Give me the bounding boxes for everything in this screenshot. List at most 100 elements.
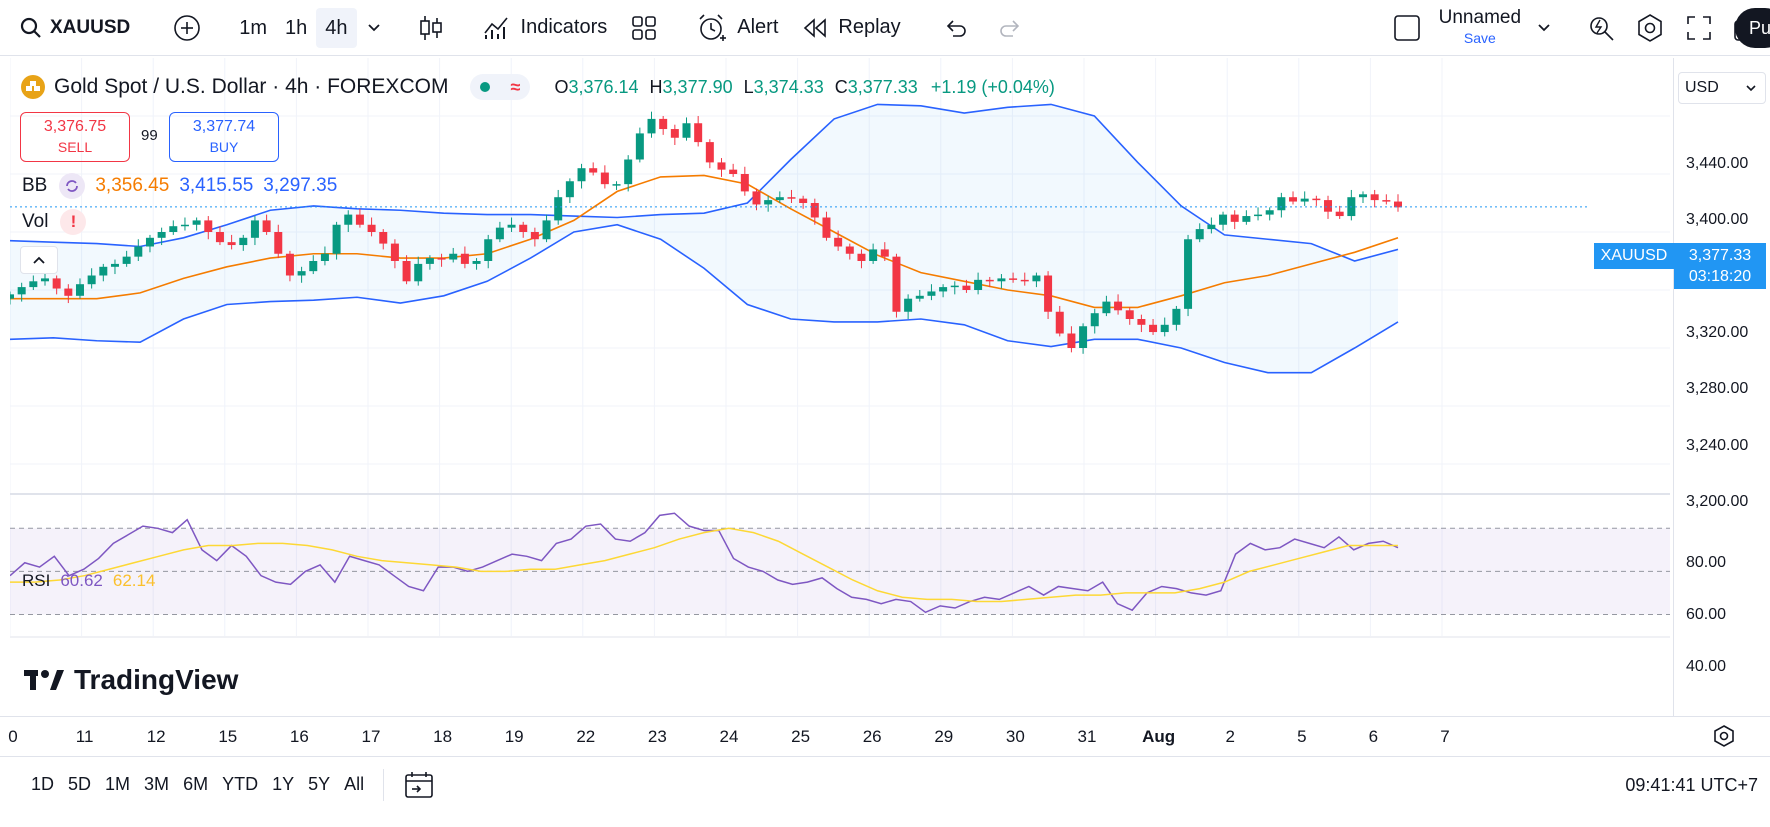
time-tick: 17 [361,727,381,746]
candle-body [1044,275,1053,312]
compare-add-icon[interactable] [172,8,202,48]
candle-body [682,123,691,138]
range-1m[interactable]: 1M [105,774,131,794]
currency-select[interactable]: USD [1678,72,1766,104]
time-tick: 18 [433,727,453,746]
time-tick: 31 [1077,727,1097,746]
candle-body [10,294,14,299]
chevron-down-icon[interactable] [367,8,381,48]
chevron-down-icon[interactable] [1537,23,1551,33]
publish-button[interactable]: Pu [1735,8,1770,48]
clock-timezone[interactable]: 09:41:41 UTC+7 [1625,775,1758,795]
buy-button[interactable]: 3,377.74 BUY [169,112,279,162]
main-chart[interactable] [10,58,1670,716]
candle-body [915,295,924,299]
price-axis[interactable] [1673,58,1770,716]
time-tick: 5 [1297,727,1307,746]
buy-price: 3,377.74 [192,118,256,135]
candle-body [1009,278,1018,280]
candle-body [694,123,703,143]
quick-search-icon[interactable] [1587,8,1615,48]
range-ytd[interactable]: YTD [222,774,259,794]
vol-legend[interactable]: Vol ! [22,209,87,235]
settings-icon[interactable] [1635,8,1665,48]
chart-legend: Gold Spot / U.S. Dollar · 4h · FOREXCOM … [20,72,1055,102]
divider [383,768,385,801]
buy-label: BUY [209,139,239,155]
layout-menu[interactable]: Unnamed Save [1393,7,1551,48]
last-price-symbol-label: XAUUSD [1594,243,1674,269]
candle-body [309,261,318,272]
symbol-title[interactable]: Gold Spot / U.S. Dollar · 4h · FOREXCOM [54,75,449,98]
symbol-search[interactable]: XAUUSD [20,8,130,48]
candle-body [717,162,726,170]
redo-icon[interactable] [997,8,1023,48]
candle-body [1020,279,1029,282]
range-6m[interactable]: 6M [183,774,209,794]
time-tick: 30 [1005,727,1025,746]
candle-body [834,237,843,247]
candle-body [204,220,213,232]
candle-body [320,253,329,261]
tradingview-logo[interactable]: TradingView [24,664,238,696]
warning-icon[interactable]: ! [60,209,87,235]
sell-price: 3,376.75 [43,118,107,135]
layouts-grid-icon[interactable] [631,8,657,48]
vol-label: Vol [22,211,49,232]
price-tick: 3,320.00 [1686,324,1749,341]
calendar-goto-icon[interactable] [404,771,434,799]
search-icon [20,17,42,39]
price-tick: 3,440.00 [1686,155,1749,172]
candle-body [554,197,563,221]
candle-body [880,249,889,257]
range-all[interactable]: All [344,774,365,794]
alarm-clock-icon [697,13,727,43]
fullscreen-icon[interactable] [1685,8,1713,48]
alert-button[interactable]: Alert [697,8,778,48]
candle-body [1394,201,1402,208]
rsi-line [10,512,1399,614]
range-1d[interactable]: 1D [31,774,55,794]
candle-body [1219,214,1228,225]
time-tick: 24 [719,727,739,746]
tradingview-logo-icon [24,668,68,692]
candle-body [110,263,119,267]
timeframe-1h[interactable]: 1h [285,16,308,39]
candles-icon[interactable] [419,8,443,48]
time-tick: 15 [218,727,238,746]
undo-icon[interactable] [943,8,969,48]
sell-label: SELL [57,139,93,155]
market-status-pill[interactable]: ≈ [470,74,531,100]
sell-button[interactable]: 3,376.75 SELL [20,112,130,162]
range-5y[interactable]: 5Y [308,774,331,794]
range-1y[interactable]: 1Y [272,774,295,794]
symbol-name: XAUUSD [50,16,131,38]
time-tick: 16 [289,727,309,746]
time-axis[interactable]: 0 11 12 15 16 17 18 19 22 23 24 25 26 29 30 31 Aug 2 5 6 7 [0,716,1770,756]
rsi-legend[interactable]: RSI 60.62 62.14 [22,571,155,591]
date-ranges: 1D 5D 1M 3M 6M YTD 1Y 5Y All [24,774,371,795]
bb-lower-value: 3,297.35 [263,175,338,196]
indicators-button[interactable]: Indicators [483,8,607,48]
price-tick: 3,400.00 [1686,211,1749,228]
save-label[interactable]: Save [1463,29,1496,46]
candle-body [857,253,866,261]
chart-settings-icon[interactable] [1712,724,1736,748]
bb-legend[interactable]: BB 3,356.45 3,415.55 3,297.35 [22,173,337,199]
rewind-icon [802,17,828,39]
candle-body [1125,310,1134,319]
candle-body [449,253,458,260]
rsi-value: 60.62 [60,571,103,590]
timeframe-1m[interactable]: 1m [239,16,268,39]
candle-body [29,281,38,288]
collapse-legend-button[interactable] [20,246,58,274]
range-5d[interactable]: 5D [68,774,92,794]
time-tick: 12 [146,727,166,746]
candle-body [52,278,61,289]
timeframe-4h[interactable]: 4h [316,7,357,48]
candle-body [985,279,994,282]
candle-body [414,263,423,282]
replay-button[interactable]: Replay [802,8,901,48]
rsi-tick: 60.00 [1686,606,1727,623]
range-3m[interactable]: 3M [144,774,170,794]
